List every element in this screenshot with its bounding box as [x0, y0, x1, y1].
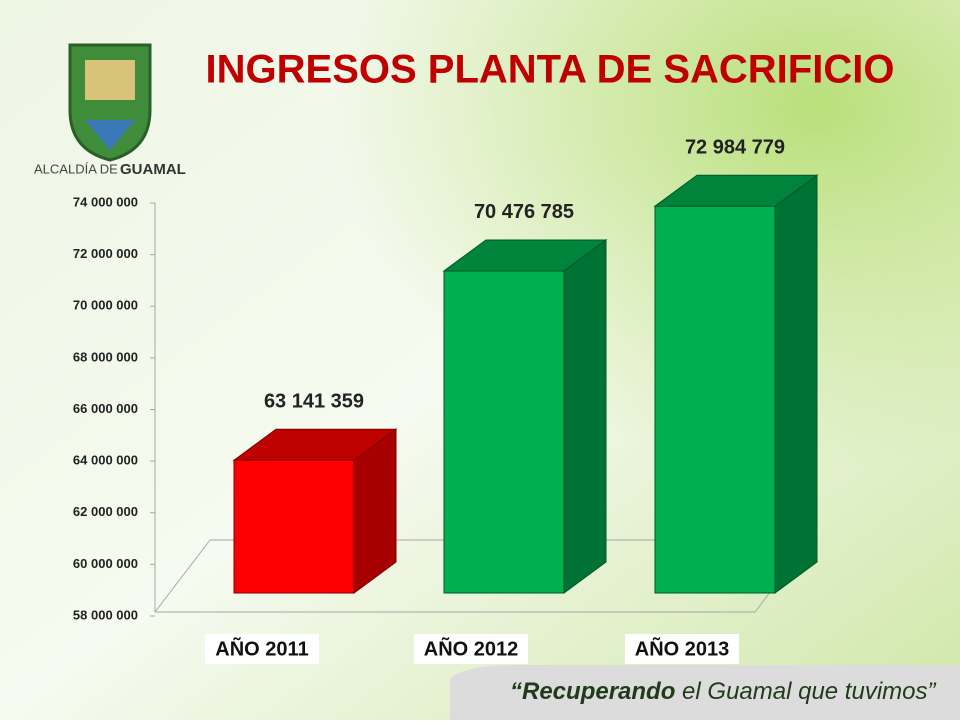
x-label-box [205, 634, 319, 664]
y-tick-label: 60 000 000 [73, 556, 138, 571]
y-tick-label: 64 000 000 [73, 453, 138, 468]
bar-front [233, 459, 355, 594]
value-label: 70 476 785 [474, 201, 574, 223]
value-label: 63 141 359 [264, 391, 364, 413]
value-label: 72 984 779 [685, 136, 785, 158]
y-tick-label: 72 000 000 [73, 246, 138, 261]
logo-name: GUAMAL [120, 161, 186, 178]
bar-side [563, 238, 607, 594]
slogan-banner [450, 665, 960, 720]
y-tick-label: 68 000 000 [73, 349, 138, 364]
y-tick-label: 74 000 000 [73, 194, 138, 209]
x-label-box [414, 634, 528, 664]
slogan-bold: “Recuperando [510, 678, 675, 705]
bar [232, 428, 398, 594]
y-tick-label: 66 000 000 [73, 401, 138, 416]
x-tick-label: AÑO 2013 [635, 637, 730, 660]
slogan-rest: el Guamal que tuvimos” [682, 678, 936, 705]
x-tick-label: AÑO 2012 [424, 637, 519, 660]
slogan: “Recuperando el Guamal que tuvimos” [510, 678, 936, 705]
y-tick-label: 58 000 000 [73, 607, 138, 622]
y-tick-label: 62 000 000 [73, 504, 138, 519]
x-tick-label: AÑO 2011 [215, 637, 308, 660]
bar-side [774, 174, 818, 594]
bar [442, 238, 608, 594]
logo-prefix: ALCALDÍA DE [34, 161, 118, 176]
chart-title: INGRESOS PLANTA DE SACRIFICIO [206, 48, 895, 92]
logo [68, 43, 152, 162]
x-label-box [625, 634, 739, 664]
bar-front [443, 270, 565, 594]
bar-front [654, 205, 776, 594]
bar [653, 174, 819, 594]
y-tick-label: 70 000 000 [73, 298, 138, 313]
